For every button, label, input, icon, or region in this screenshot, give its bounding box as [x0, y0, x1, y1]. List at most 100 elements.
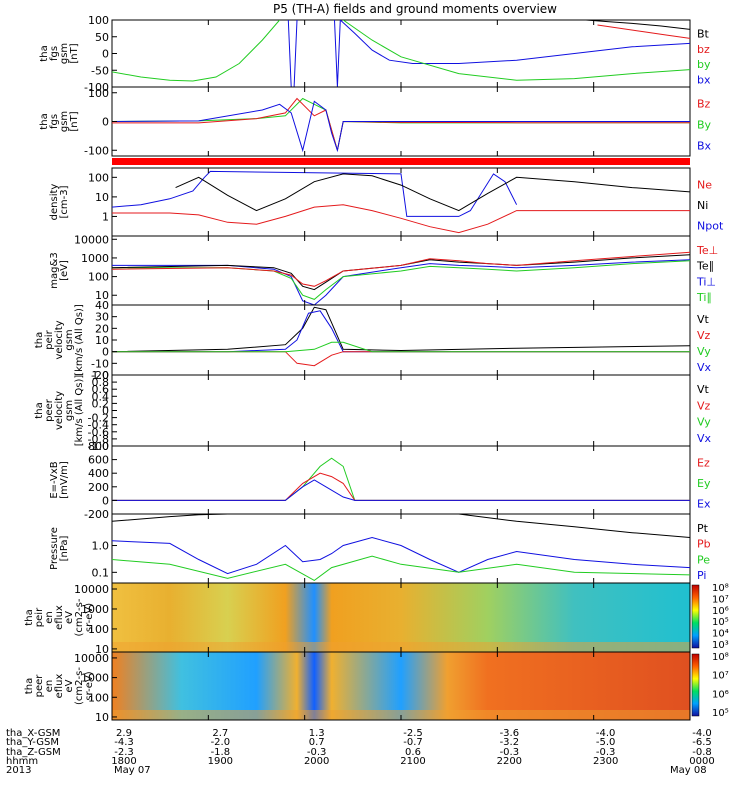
y-tick-label: 0.2	[92, 397, 110, 410]
legend-entry: Ne	[697, 178, 712, 191]
y-tick-label: 0	[102, 405, 109, 418]
axis-row-value: 2.9	[116, 728, 132, 739]
y-tick-label: 30	[95, 311, 109, 324]
y-tick-label: -50	[91, 64, 109, 77]
panel-peer-velocity: 1.00.80.60.40.20-0.2-0.4-0.6-0.8-1.0 tha p…	[34, 369, 712, 453]
y-tick-label: 10	[95, 643, 109, 656]
y-axis-label: gsm	[59, 111, 70, 132]
y-tick-label: 0.6	[92, 383, 110, 396]
y-axis-label: en	[44, 611, 55, 624]
y-axis-label: eV	[64, 611, 75, 624]
y-tick-label: 800	[88, 440, 109, 453]
legend-entry: Pi	[697, 569, 706, 582]
series-line-blue	[287, 20, 298, 87]
legend-entry: Te∥	[696, 260, 714, 273]
axis-row-value: -3.2	[500, 737, 520, 748]
y-axis-label: tha	[24, 609, 35, 625]
y-axis-label: velocity	[54, 320, 65, 359]
axis-date-start: May 07	[114, 765, 151, 776]
axis-row-label: hhmm	[6, 756, 38, 767]
series-group	[112, 97, 690, 153]
y-tick-label: 1000	[81, 603, 109, 616]
panel-temperature: 10000 1000 100 10 mag&3 [eV] Te⊥ Te∥ Ti⊥ Ti∥	[49, 233, 718, 306]
y-tick-label: 10000	[74, 652, 109, 665]
axis-row-value: 2000	[304, 756, 329, 767]
y-tick-label: 0	[102, 48, 109, 61]
y-tick-label: 100	[88, 14, 109, 27]
legend-entry: bx	[697, 73, 711, 86]
colorbar	[691, 584, 700, 649]
axis-row-value: 2200	[497, 756, 522, 767]
series-group	[112, 170, 690, 234]
series-line-red	[112, 204, 690, 234]
series-line-black	[175, 173, 690, 212]
series-group	[112, 306, 690, 367]
y-tick-label: -100	[84, 81, 109, 94]
y-axis-label: [nT]	[69, 43, 80, 63]
y-tick-label: 1.0	[92, 369, 110, 382]
series-line-black	[112, 306, 690, 353]
axis-row-value: 1.3	[309, 728, 325, 739]
y-axis-label: [mV/m]	[59, 461, 70, 499]
y-axis-label: velocity	[54, 391, 65, 430]
legend-entry: Pe	[697, 553, 710, 566]
axis-row-value: -6.5	[692, 737, 712, 748]
colorbar-label: 10⁷	[712, 671, 729, 682]
y-axis-label: [nPa]	[59, 535, 70, 561]
y-axis-label: gsm	[64, 400, 75, 421]
y-axis-label: fgs	[49, 114, 60, 129]
series-line-green	[342, 20, 690, 81]
y-axis-label: tha	[34, 332, 45, 348]
red-status-bar	[112, 158, 690, 165]
axis-row-label: tha_X-GSM	[6, 728, 60, 739]
y-tick-label: 0	[102, 346, 109, 359]
legend-entry: Ez	[697, 456, 710, 469]
y-tick-label: 40	[95, 299, 109, 312]
y-axis-label: (cm2-s-	[74, 598, 85, 636]
y-axis-label: tha	[24, 678, 35, 694]
y-tick-label: -1.0	[88, 440, 109, 453]
spectrogram-image	[112, 583, 690, 652]
y-tick-label: -0.2	[88, 412, 109, 425]
y-axis-label: [nT]	[69, 111, 80, 131]
axis-row-value: -4.0	[692, 728, 712, 739]
y-axis-label: (cm2-s-	[74, 667, 85, 705]
panel-frame	[111, 304, 691, 376]
colorbar	[691, 653, 700, 717]
y-axis-label: mag&3	[49, 252, 60, 288]
legend-entry: Vz	[697, 329, 711, 342]
axis-row-value: -4.3	[114, 737, 134, 748]
series-line-green	[112, 20, 280, 82]
legend-entry: Ti∥	[696, 291, 712, 304]
series-line-blue	[112, 100, 690, 153]
y-tick-label: 1000	[81, 672, 109, 685]
colorbar-label: 10⁶	[712, 606, 729, 617]
y-tick-label: 200	[88, 481, 109, 494]
legend-entry: Pt	[697, 522, 709, 535]
series-line-green	[112, 555, 690, 581]
y-axis-label: peer	[34, 674, 45, 698]
axis-row-label: tha_Y-GSM	[6, 737, 59, 748]
series-line-black	[112, 514, 228, 522]
legend-entry: By	[697, 119, 712, 132]
legend-entry: Vx	[697, 361, 712, 374]
y-axis-label: [eV]	[59, 260, 70, 281]
y-tick-label: 600	[88, 454, 109, 467]
y-tick-label: 100	[88, 691, 109, 704]
y-tick-label: 10000	[74, 583, 109, 596]
y-axis-label: [km/s (All Qs)]	[74, 375, 85, 447]
y-tick-label: 1	[102, 210, 109, 223]
panel-frame	[111, 167, 691, 237]
series-line-red	[112, 251, 690, 287]
series-line-green	[112, 341, 690, 353]
series-line-red	[112, 97, 690, 151]
legend-entry: Ti⊥	[696, 275, 716, 288]
y-tick-label: 0	[102, 494, 109, 507]
axis-row-value: -2.3	[114, 747, 134, 758]
y-axis-label: Pressure	[49, 527, 60, 570]
axis-row-value: -0.3	[307, 747, 327, 758]
colorbar-label: 10⁸	[712, 583, 729, 594]
